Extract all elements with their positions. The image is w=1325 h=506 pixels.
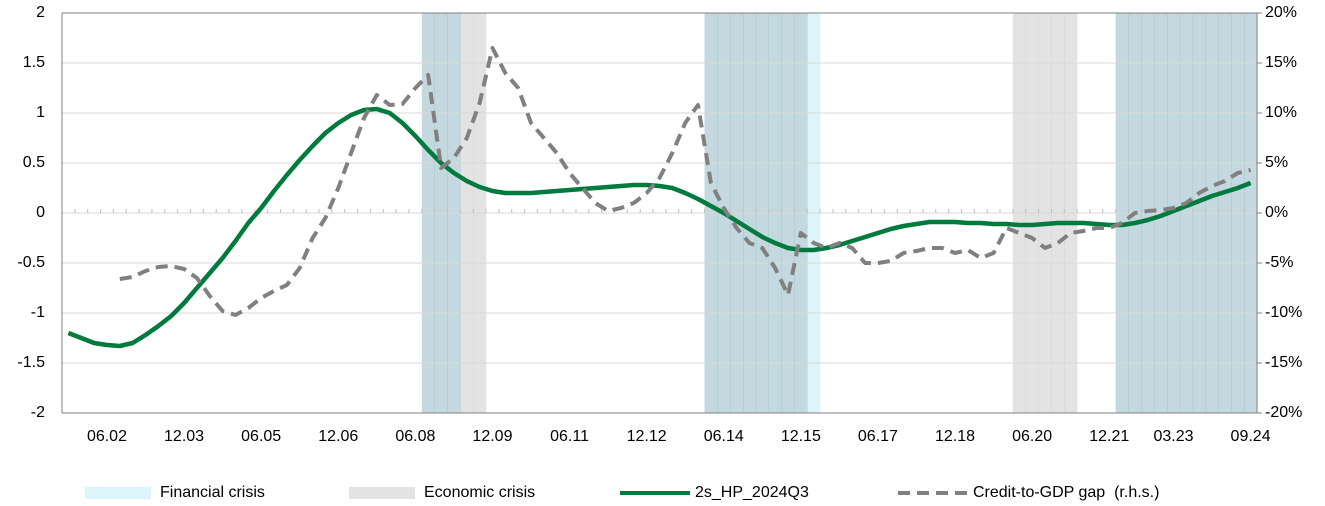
x-tick-label: 06.14	[704, 428, 744, 445]
x-tick-label: 12.21	[1089, 428, 1129, 445]
x-tick-label: 06.20	[1012, 428, 1052, 445]
y-tick-label: 2	[36, 4, 45, 21]
plot-frame	[61, 12, 1258, 414]
y2-tick-label: -15%	[1265, 354, 1302, 371]
legend-swatch	[349, 487, 415, 499]
y2-tick-label: 10%	[1265, 104, 1297, 121]
y2-tick-label: -10%	[1265, 304, 1302, 321]
series-line	[119, 46, 1252, 317]
y2-tick-label: 15%	[1265, 54, 1297, 71]
x-tick-label: 03.23	[1153, 428, 1193, 445]
legend-label: Credit-to-GDP gap (r.h.s.)	[973, 484, 1159, 501]
x-tick-label: 06.11	[550, 428, 589, 445]
x-tick-label: 09.24	[1231, 428, 1271, 445]
y2-tick-label: -20%	[1265, 404, 1302, 421]
x-tick-label: 06.02	[87, 428, 127, 445]
legend-label: 2s_HP_2024Q3	[695, 484, 809, 501]
x-tick-label: 12.15	[781, 428, 821, 445]
x-tick-label: 12.03	[164, 428, 204, 445]
x-tick-label: 06.05	[241, 428, 281, 445]
x-tick-label: 12.12	[627, 428, 667, 445]
legend-swatch	[85, 487, 151, 499]
x-tick-label: 06.17	[858, 428, 898, 445]
y-tick-label: -0.5	[17, 254, 45, 271]
y-tick-label: -1	[31, 304, 45, 321]
x-tick-label: 12.09	[472, 428, 512, 445]
y-tick-label: 0.5	[23, 154, 45, 171]
y-tick-label: -2	[31, 404, 45, 421]
series-line	[67, 106, 1252, 349]
x-tick-label: 12.06	[318, 428, 358, 445]
y2-tick-label: 5%	[1265, 154, 1288, 171]
y-tick-label: -1.5	[17, 354, 45, 371]
x-tick-label: 06.08	[395, 428, 435, 445]
x-tick-label: 12.18	[935, 428, 975, 445]
y-tick-label: 0	[36, 204, 45, 221]
legend-label: Economic crisis	[424, 484, 535, 501]
y2-tick-label: 0%	[1265, 204, 1288, 221]
y-tick-label: 1	[36, 104, 45, 121]
y-tick-label: 1.5	[23, 54, 45, 71]
y2-tick-label: 20%	[1265, 4, 1297, 21]
legend-label: Financial crisis	[160, 484, 265, 501]
y2-tick-label: -5%	[1265, 254, 1293, 271]
